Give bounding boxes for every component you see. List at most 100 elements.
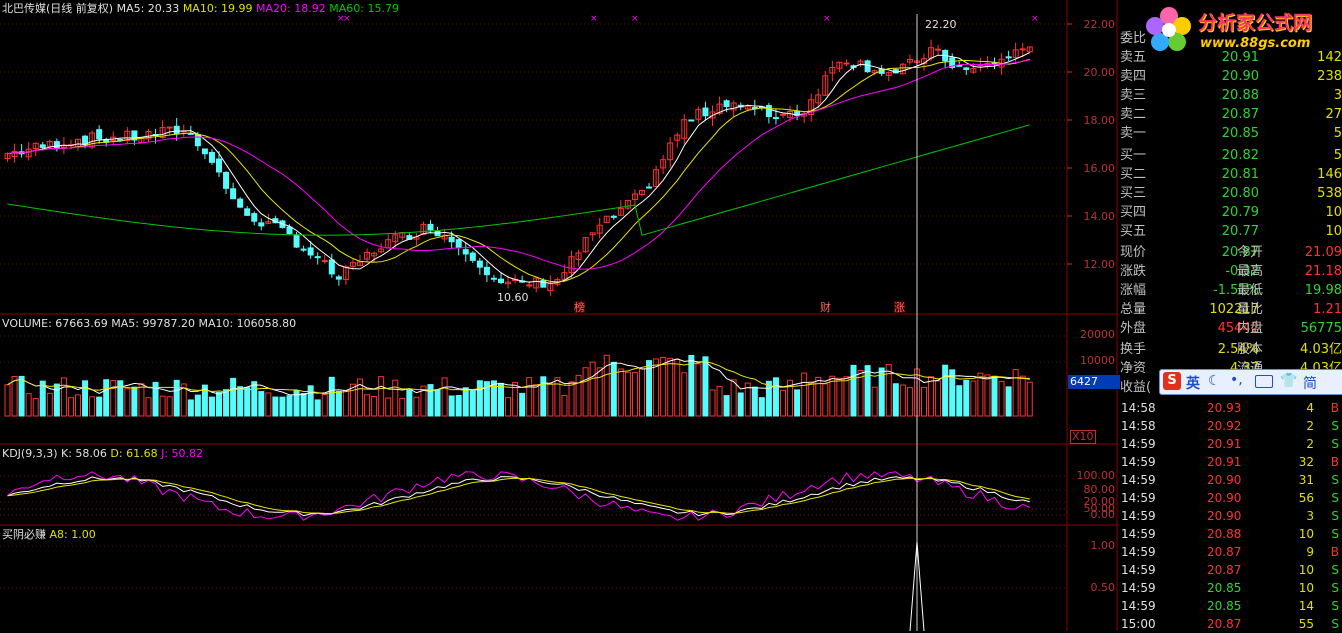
volume-bar <box>801 372 808 417</box>
volume-bar <box>695 363 702 417</box>
buy-price[interactable]: 20.82 <box>1221 148 1259 163</box>
volume-bar <box>321 394 328 417</box>
order-book-sell-row: 卖三 20.88 3 <box>1119 86 1342 105</box>
volume-bar <box>166 396 173 417</box>
buy-volume: 538 <box>1317 186 1342 201</box>
moon-icon[interactable]: ☾ <box>1208 373 1221 389</box>
tick-side: S <box>1331 599 1339 613</box>
candle-body <box>89 132 96 148</box>
volume-bar <box>4 384 11 417</box>
candle-body <box>505 281 512 285</box>
order-book-buy-row: 买三 20.80 538 <box>1119 184 1342 203</box>
signal-spike <box>909 541 925 631</box>
kdj-d: D: 61.68 <box>110 447 158 460</box>
turnover-value: 2.54% <box>1217 342 1259 357</box>
volume-bar <box>977 372 984 417</box>
candle-body <box>349 262 356 267</box>
quote-value: 102217 <box>1209 302 1259 317</box>
volume-bar <box>667 357 674 417</box>
volume-bar <box>476 380 483 417</box>
candle-body <box>660 159 667 169</box>
volume-bar <box>885 364 892 417</box>
volume-bar <box>1026 381 1033 417</box>
candle-body <box>159 127 166 138</box>
event-marker[interactable]: 涨 <box>894 301 905 315</box>
volume-bar <box>293 389 300 417</box>
shirt-icon[interactable]: 👕 <box>1280 373 1298 389</box>
tick-price: 20.87 <box>1207 617 1242 631</box>
sell-price[interactable]: 20.87 <box>1221 107 1259 122</box>
sell-price[interactable]: 20.85 <box>1221 126 1259 141</box>
quote-value: -0.32 <box>1225 264 1259 279</box>
volume-bar <box>483 381 490 417</box>
sell-volume: 27 <box>1325 107 1342 122</box>
quote-value: 20.87 <box>1221 245 1259 260</box>
volume-bar <box>60 377 67 417</box>
keyboard-icon[interactable] <box>1255 375 1273 388</box>
event-marker[interactable]: 榜 <box>574 301 585 315</box>
candle-body <box>653 169 660 187</box>
punct-icon[interactable]: •, <box>1230 372 1243 388</box>
candle-body <box>871 70 878 74</box>
tick-time: 14:59 <box>1121 491 1156 505</box>
sell-price[interactable]: 20.91 <box>1221 50 1259 65</box>
tick-volume: 3 <box>1306 509 1314 523</box>
volume-bar <box>498 382 504 417</box>
tick-side: B <box>1330 545 1339 559</box>
volume-bar <box>653 358 660 417</box>
candle-body <box>39 144 46 148</box>
volume-bar <box>378 376 385 417</box>
volume-bar <box>187 399 194 417</box>
tick-row: 14:58 20.93 4 B <box>1119 399 1342 417</box>
top-marker: × <box>1031 14 1039 24</box>
candle-body <box>1026 46 1033 53</box>
sell-price[interactable]: 20.90 <box>1221 69 1259 84</box>
ime-toolbar[interactable]: S 英 ☾ •, 👕 简 <box>1159 369 1342 395</box>
flower-logo-icon <box>1146 7 1191 51</box>
event-marker[interactable]: 财 <box>820 301 831 314</box>
buy-level-label: 买一 <box>1120 148 1147 163</box>
ime-logo-icon[interactable]: S <box>1163 372 1181 390</box>
top-marker: × <box>590 14 598 24</box>
volume-bar <box>596 367 603 417</box>
volume-bar <box>582 367 589 417</box>
volume-bar <box>709 389 716 417</box>
ma5-label: MA5: 20.33 <box>116 2 180 15</box>
equity-value: 4.03亿 <box>1300 342 1342 357</box>
candle-body <box>469 252 476 261</box>
sell-level-label: 卖三 <box>1120 88 1147 103</box>
candle-body <box>293 234 300 248</box>
candle-body <box>427 223 434 231</box>
volume-bar <box>702 356 709 417</box>
ime-mode-toggle[interactable]: 简 <box>1303 376 1317 392</box>
volume-bar <box>272 396 279 417</box>
candle-body <box>864 60 871 73</box>
volume-bar <box>540 376 547 417</box>
ma60-line <box>7 124 1030 236</box>
buy-price[interactable]: 20.80 <box>1221 186 1259 201</box>
volume-header: VOLUME: 67663.69 MA5: 99787.20 MA10: 106… <box>2 317 296 331</box>
volume-bar <box>928 376 935 417</box>
candle-body <box>617 207 624 216</box>
candle-body <box>857 60 864 66</box>
kdj-axis-tick: 80.00 <box>1083 483 1116 496</box>
candle-body <box>378 248 385 253</box>
ime-lang-toggle[interactable]: 英 <box>1186 376 1200 392</box>
buy-price[interactable]: 20.77 <box>1221 224 1259 239</box>
volume-current-box: 6427 <box>1068 375 1120 389</box>
quote-row: 涨跌 -0.32 最高 21.18 <box>1119 262 1342 281</box>
quote-label: 涨跌 <box>1120 264 1147 279</box>
buy-price[interactable]: 20.81 <box>1221 167 1259 182</box>
quote-label: 量比 <box>1237 302 1264 317</box>
tick-side: S <box>1331 581 1339 595</box>
sell-price[interactable]: 20.88 <box>1221 88 1259 103</box>
ma10-label: MA10: 19.99 <box>182 2 253 15</box>
tick-row: 14:59 20.91 32 B <box>1119 453 1342 471</box>
volume-bar <box>857 369 864 417</box>
buy-price[interactable]: 20.79 <box>1221 205 1259 220</box>
volume-bar <box>991 375 998 417</box>
candle-body <box>46 141 53 147</box>
candle-body <box>237 198 244 208</box>
volume-bar <box>505 397 512 417</box>
